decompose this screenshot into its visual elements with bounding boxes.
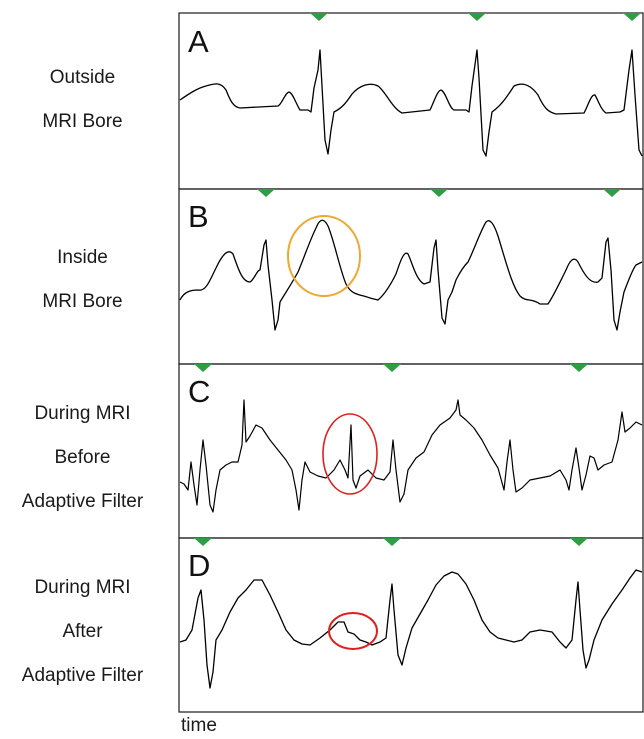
green-triangle-marker-icon <box>623 13 641 21</box>
row-label-d-line2: After <box>62 621 103 642</box>
row-label-d: During MRI After Adaptive Filter <box>0 566 165 698</box>
ecg-trace-c <box>179 399 643 513</box>
row-label-c-line3: Adaptive Filter <box>21 491 144 512</box>
beat-markers <box>194 13 641 546</box>
green-triangle-marker-icon <box>570 538 588 546</box>
green-triangle-marker-icon <box>383 364 401 372</box>
panel-d-frame <box>178 537 644 713</box>
panel-c-frame <box>178 363 644 539</box>
green-triangle-marker-icon <box>194 538 212 546</box>
row-label-c-line1: During MRI <box>34 403 131 424</box>
panel-b-frame <box>178 188 644 365</box>
ecg-trace-d <box>179 569 643 689</box>
green-triangle-marker-icon <box>603 189 621 197</box>
panel-d-letter: D <box>188 548 210 583</box>
panel-c-letter: C <box>188 374 210 409</box>
panel-b-letter: B <box>188 199 209 234</box>
green-triangle-marker-icon <box>194 364 212 372</box>
row-label-c-line2: Before <box>54 447 111 468</box>
row-label-d-line3: Adaptive Filter <box>21 665 144 686</box>
row-label-d-line1: During MRI <box>34 577 131 598</box>
green-triangle-marker-icon <box>310 13 328 21</box>
x-axis-time-label: time <box>181 715 217 736</box>
panel-a-letter: A <box>188 24 209 59</box>
green-triangle-marker-icon <box>570 364 588 372</box>
panel-a-frame <box>178 12 644 190</box>
row-label-b-line2: MRI Bore <box>42 291 123 312</box>
row-label-b-line1: Inside <box>57 247 108 268</box>
green-triangle-marker-icon <box>468 13 486 21</box>
ecg-trace-b <box>179 219 643 331</box>
green-triangle-marker-icon <box>383 538 401 546</box>
green-triangle-marker-icon <box>430 189 448 197</box>
highlight-ellipse-orange-icon <box>287 215 361 297</box>
row-label-b: Inside MRI Bore <box>0 236 165 324</box>
green-triangle-marker-icon <box>257 189 275 197</box>
row-label-a: Outside MRI Bore <box>0 56 165 144</box>
row-label-a-line2: MRI Bore <box>42 111 123 132</box>
row-label-c: During MRI Before Adaptive Filter <box>0 392 165 524</box>
row-label-a-line1: Outside <box>49 67 116 88</box>
ecg-trace-a <box>179 49 643 157</box>
highlight-ellipse-red-d-icon <box>328 612 378 650</box>
highlight-ellipse-red-c-icon <box>322 413 378 495</box>
